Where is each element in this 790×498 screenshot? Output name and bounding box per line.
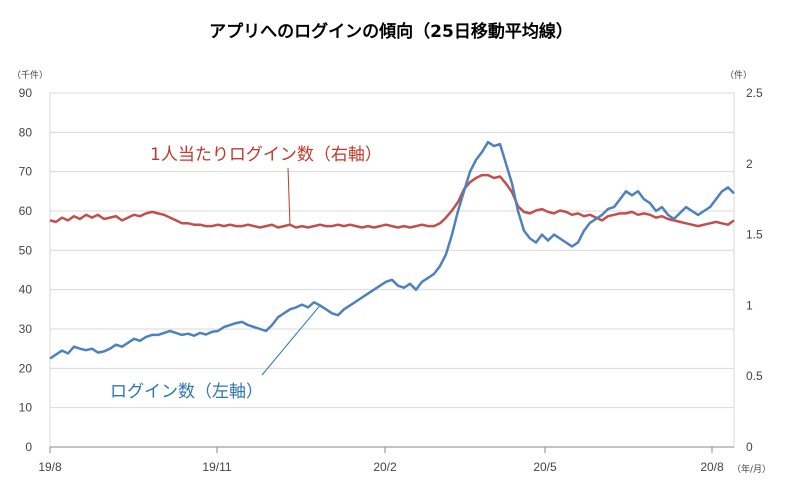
left-tick-label: 20 — [19, 361, 33, 375]
left-tick-label: 60 — [19, 204, 33, 218]
annotation-leader-per-person — [287, 167, 291, 227]
left-axis-ticks: 0 10 20 30 40 50 60 70 80 90 — [19, 86, 33, 454]
plot-area — [49, 92, 735, 448]
right-axis-unit: （件） — [725, 69, 752, 81]
chart-title: アプリへのログインの傾向（25日移動平均線） — [209, 21, 573, 42]
left-tick-label: 50 — [19, 243, 33, 257]
left-tick-label: 70 — [19, 165, 33, 179]
right-tick-label: 0 — [746, 440, 753, 454]
left-tick-label: 40 — [19, 283, 33, 297]
x-tick-label: 19/8 — [38, 460, 62, 474]
left-axis-unit: （千件） — [12, 69, 48, 81]
right-tick-label: 1.5 — [746, 228, 763, 242]
grid-lines — [50, 92, 734, 448]
right-tick-label: 1 — [746, 298, 753, 312]
series-line-per-person-logins — [49, 173, 735, 229]
x-tick-label: 20/2 — [373, 460, 397, 474]
annotation-logins: ログイン数（左軸） — [110, 382, 263, 402]
right-tick-label: 2 — [746, 157, 753, 171]
right-axis-ticks: 0 0.5 1 1.5 2 2.5 — [746, 86, 763, 454]
x-axis-unit: （年/月） — [732, 463, 771, 475]
x-tick-label: 20/5 — [533, 460, 557, 474]
left-tick-label: 30 — [19, 322, 33, 336]
right-tick-label: 2.5 — [746, 86, 763, 100]
x-axis-ticks: 19/8 19/11 20/2 20/5 20/8 — [38, 447, 724, 474]
right-tick-label: 0.5 — [746, 369, 763, 383]
left-tick-label: 90 — [19, 86, 33, 100]
left-tick-label: 80 — [19, 125, 33, 139]
x-tick-label: 19/11 — [202, 460, 231, 474]
annotation-per-person-logins: 1人当たりログイン数（右軸） — [150, 145, 382, 165]
x-tick-label: 20/8 — [700, 460, 724, 474]
annotation-leader-logins — [261, 305, 321, 376]
left-tick-label: 10 — [19, 401, 33, 415]
left-tick-label: 0 — [25, 440, 32, 454]
series-line-logins — [49, 140, 735, 360]
